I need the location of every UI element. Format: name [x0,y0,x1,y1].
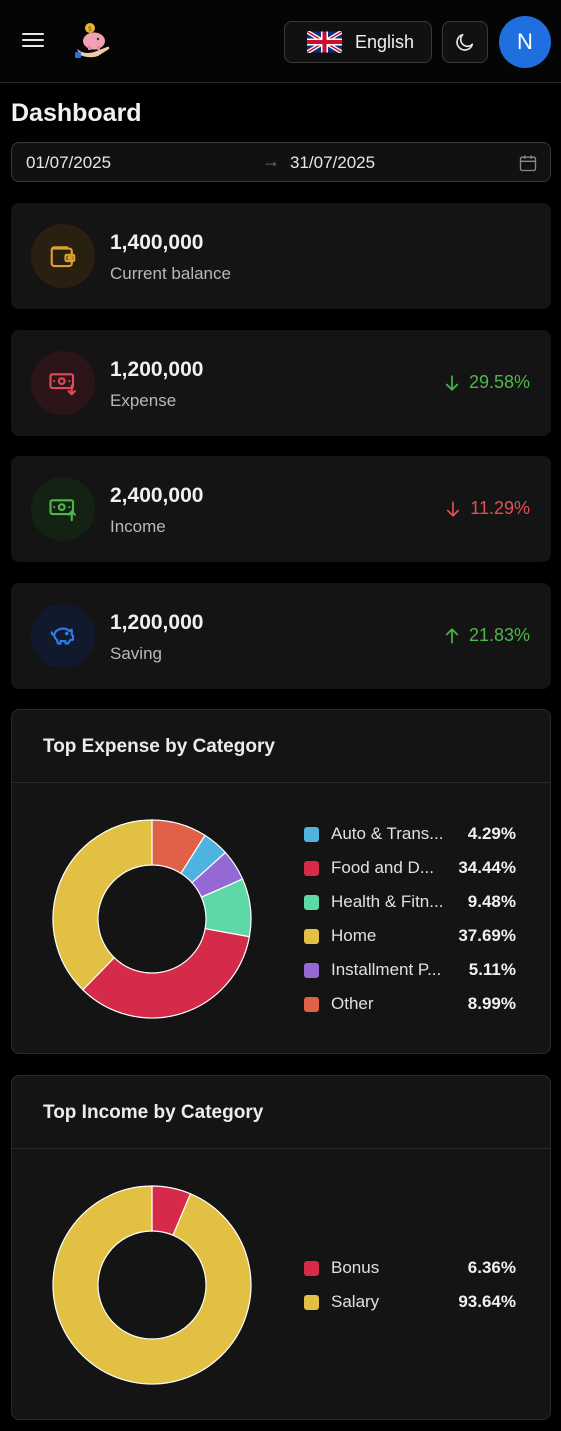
legend-value: 4.29% [467,824,516,843]
legend-value: 5.11% [468,960,516,979]
money-up-icon [49,499,76,522]
expense-chart-title: Top Expense by Category [43,736,275,757]
legend-item[interactable]: Installment P... 5.11% [304,953,516,987]
change-value: 21.83% [468,625,530,645]
arrow-down-icon [447,500,460,517]
legend-value: 9.48% [467,892,516,911]
stat-card-balance: 1,400,000 Current balance [11,203,551,309]
legend-swatch [304,826,319,842]
stat-value: 2,400,000 [110,484,204,507]
end-date-input[interactable]: 31/07/2025 [290,153,376,172]
legend-item[interactable]: Auto & Trans... 4.29% [304,817,516,851]
svg-text:$: $ [88,25,92,33]
legend-label: Food and D... [331,858,435,877]
legend-item[interactable]: Other 8.99% [304,987,516,1021]
hamburger-menu-icon[interactable] [22,30,44,52]
page-title: Dashboard [11,99,142,127]
slice-salary[interactable] [52,1185,252,1385]
theme-toggle-button[interactable] [442,21,488,63]
change-indicator: 29.58% [443,372,530,393]
slice-home[interactable] [52,819,153,991]
legend-swatch [304,894,319,910]
piggy-bank-icon [50,627,75,645]
slice-food-and-d[interactable] [81,927,251,1019]
stat-card-saving: 1,200,000 Saving 21.83% [11,583,551,689]
legend-value: 93.64% [458,1292,516,1311]
avatar[interactable]: N [499,16,551,68]
divider [12,782,550,783]
start-date-input[interactable]: 01/07/2025 [26,153,112,172]
stat-label: Expense [110,391,177,410]
legend-value: 6.36% [467,1258,516,1277]
legend-value: 37.69% [458,926,516,945]
change-indicator: 11.29% [444,498,530,519]
expense-legend: Auto & Trans... 4.29% Food and D... 34.44% H… [304,817,516,1021]
legend-swatch [304,962,319,978]
stat-card-income: 2,400,000 Income 11.29% [11,456,551,562]
money-down-icon [49,373,76,396]
top-header: $ English N [0,0,561,83]
income-chart-card: Top Income by Category Bonus 6.36% Salary 9… [11,1075,551,1420]
arrow-up-icon [445,627,459,644]
income-donut-chart[interactable] [52,1185,252,1385]
calendar-icon[interactable] [518,153,538,173]
legend-swatch [304,1294,319,1310]
legend-label: Bonus [331,1258,380,1277]
icon-circle [31,604,95,668]
language-selector[interactable]: English [284,21,432,63]
arrow-down-icon [445,374,459,391]
income-legend: Bonus 6.36% Salary 93.64% [304,1251,516,1319]
language-label: English [355,31,415,52]
change-value: 11.29% [470,498,530,518]
stat-value: 1,200,000 [110,611,204,634]
piggy-bank-hand-icon[interactable]: $ [72,19,114,61]
moon-icon [456,33,474,51]
change-indicator: 21.83% [443,625,530,646]
legend-swatch [304,928,319,944]
legend-item[interactable]: Home 37.69% [304,919,516,953]
change-value: 29.58% [468,372,530,392]
arrow-right-icon: → [262,151,280,171]
expense-donut-chart[interactable] [52,819,252,1019]
legend-value: 8.99% [467,994,516,1013]
legend-label: Other [331,994,374,1013]
income-chart-title: Top Income by Category [43,1102,264,1123]
stat-label: Saving [110,644,162,663]
stat-value: 1,400,000 [110,231,204,254]
legend-swatch [304,1260,319,1276]
legend-label: Installment P... [331,960,442,979]
uk-flag-icon [307,31,342,53]
stat-card-expense: 1,200,000 Expense 29.58% [11,330,551,436]
legend-item[interactable]: Salary 93.64% [304,1285,516,1319]
stat-value: 1,200,000 [110,358,204,381]
legend-label: Home [331,926,377,945]
legend-label: Health & Fitn... [331,892,444,911]
legend-swatch [304,996,319,1012]
legend-label: Auto & Trans... [331,824,444,843]
icon-circle [31,224,95,288]
legend-label: Salary [331,1292,380,1311]
icon-circle [31,477,95,541]
legend-swatch [304,860,319,876]
expense-chart-card: Top Expense by Category Auto & Trans... 4… [11,709,551,1054]
wallet-icon [50,246,76,268]
stat-label: Income [110,517,166,536]
stat-label: Current balance [110,264,231,283]
legend-item[interactable]: Bonus 6.36% [304,1251,516,1285]
legend-item[interactable]: Health & Fitn... 9.48% [304,885,516,919]
legend-value: 34.44% [458,858,516,877]
date-range-picker[interactable]: 01/07/2025 → 31/07/2025 [11,142,551,182]
divider [12,1148,550,1149]
legend-item[interactable]: Food and D... 34.44% [304,851,516,885]
icon-circle [31,351,95,415]
